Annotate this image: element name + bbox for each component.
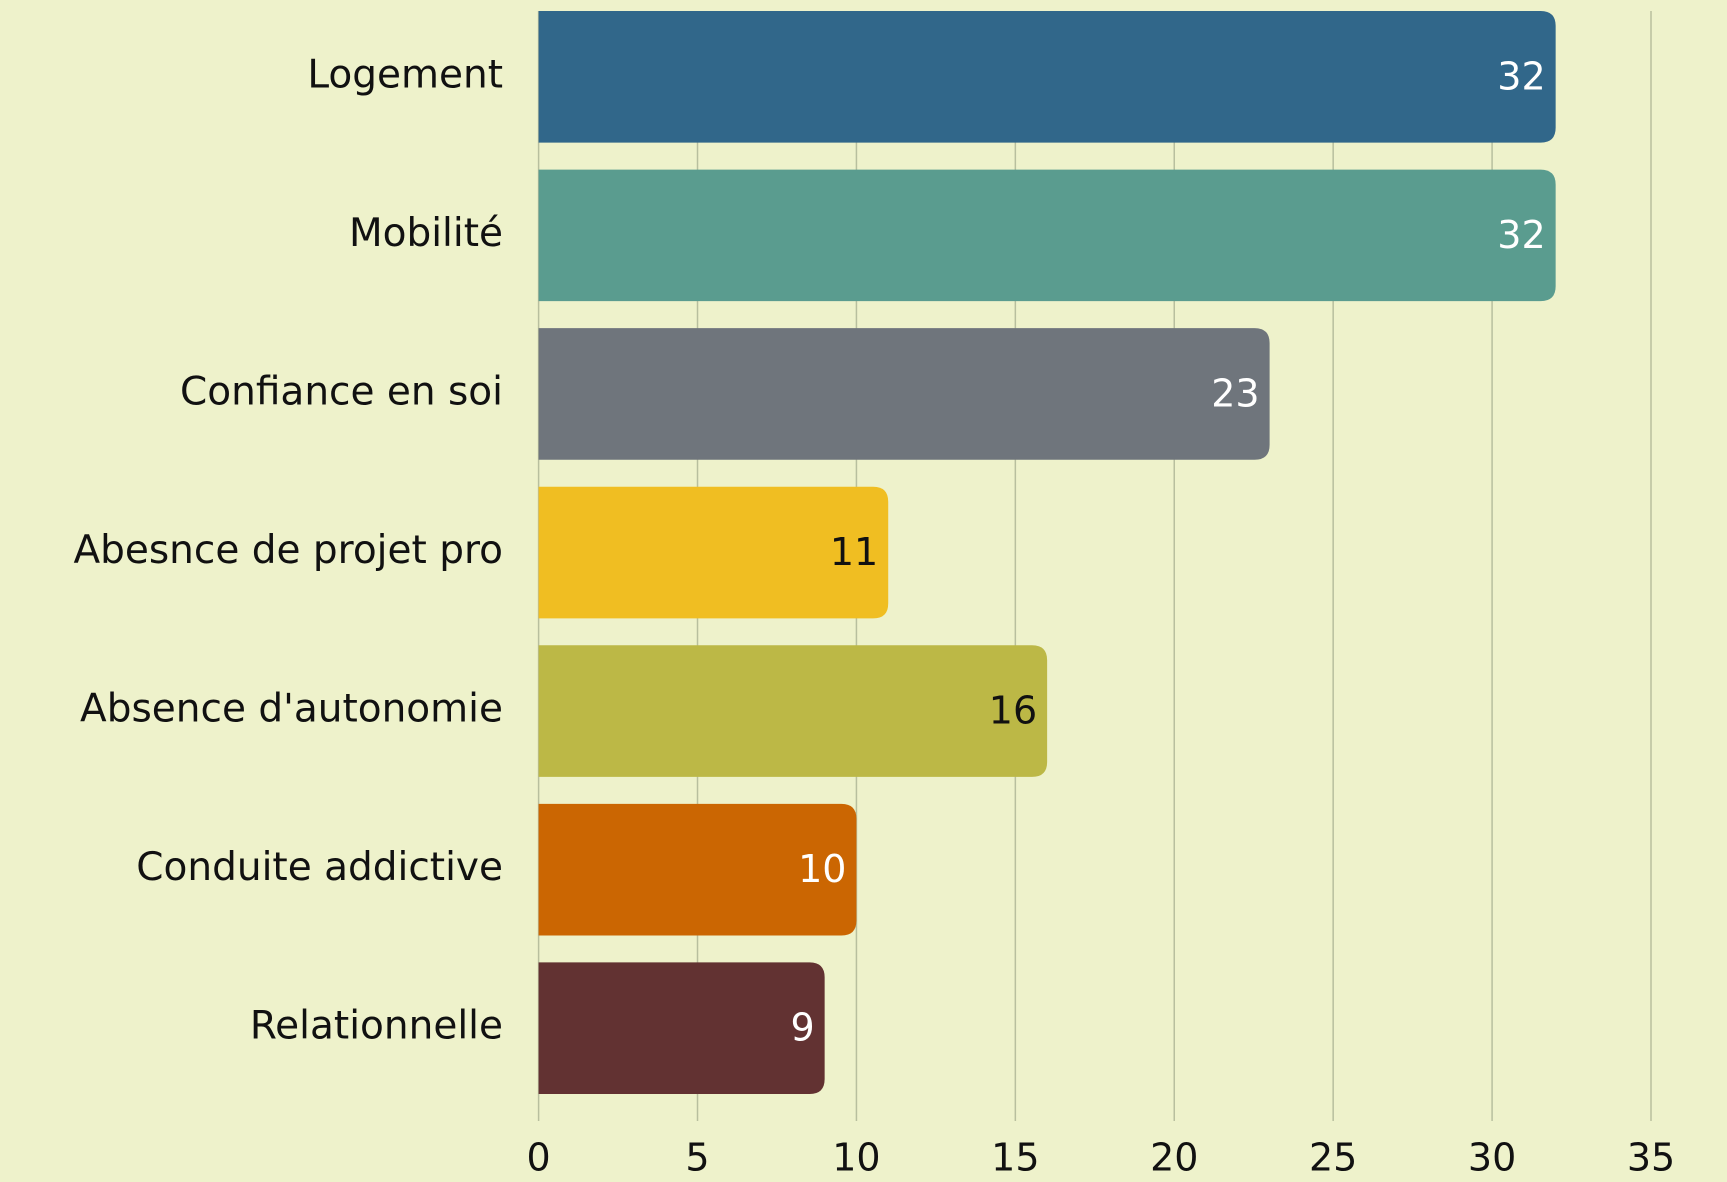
value-label: 23 bbox=[1211, 371, 1259, 415]
value-label: 32 bbox=[1497, 213, 1545, 257]
x-tick-label: 15 bbox=[991, 1136, 1039, 1180]
y-tick-label: Logement bbox=[307, 52, 503, 97]
value-label: 9 bbox=[790, 1006, 814, 1050]
y-tick-label: Confiance en soi bbox=[180, 369, 503, 414]
x-tick-label: 30 bbox=[1468, 1136, 1516, 1180]
bar bbox=[538, 962, 825, 1095]
x-tick-label: 35 bbox=[1627, 1136, 1675, 1180]
value-label: 10 bbox=[798, 847, 846, 891]
y-tick-label: Mobilité bbox=[349, 211, 503, 256]
bar bbox=[538, 486, 889, 619]
x-tick-label: 25 bbox=[1309, 1136, 1357, 1180]
value-label: 11 bbox=[830, 530, 878, 574]
x-tick-label: 20 bbox=[1150, 1136, 1198, 1180]
value-label: 16 bbox=[989, 689, 1037, 733]
y-tick-label: Abesnce de projet pro bbox=[73, 528, 503, 573]
y-tick-label: Relationnelle bbox=[250, 1004, 503, 1049]
bar bbox=[538, 11, 1556, 143]
x-tick-label: 10 bbox=[832, 1136, 880, 1180]
bar bbox=[538, 645, 1048, 777]
value-label: 32 bbox=[1497, 54, 1545, 98]
bar bbox=[538, 803, 857, 936]
y-tick-label: Absence d'autonomie bbox=[80, 687, 503, 732]
x-tick-label: 5 bbox=[685, 1136, 709, 1180]
x-tick-label: 0 bbox=[527, 1136, 551, 1180]
bar bbox=[538, 169, 1556, 302]
y-tick-label: Conduite addictive bbox=[136, 845, 503, 890]
bar bbox=[538, 328, 1270, 460]
